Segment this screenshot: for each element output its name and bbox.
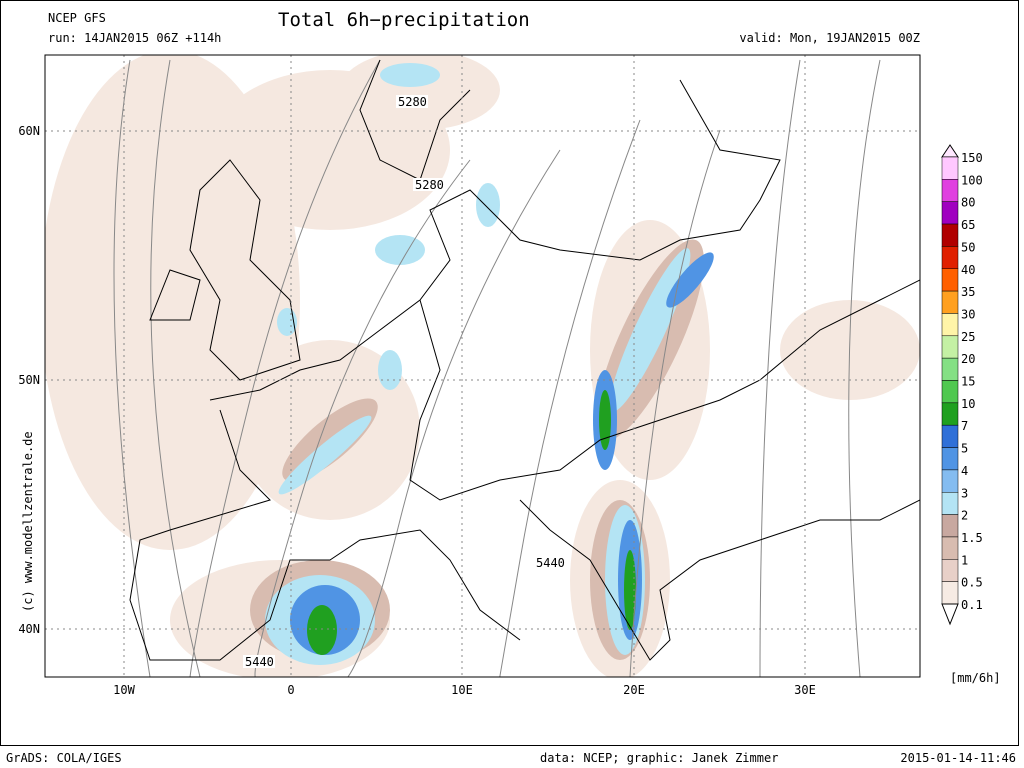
colorbar-box bbox=[941, 559, 959, 582]
colorbar-bottom bbox=[941, 603, 959, 626]
colorbar-box bbox=[941, 268, 959, 292]
colorbar-label: 30 bbox=[961, 307, 975, 321]
colorbar-label: 0.5 bbox=[961, 576, 983, 590]
colorbar-label: 2 bbox=[961, 509, 968, 523]
colorbar-top bbox=[941, 144, 959, 158]
map-area bbox=[44, 54, 921, 678]
colorbar-box bbox=[941, 201, 959, 225]
colorbar-label: 4 bbox=[961, 464, 968, 478]
colorbar-box bbox=[941, 223, 959, 247]
frame bbox=[0, 0, 1019, 746]
colorbar-box bbox=[941, 514, 959, 538]
colorbar-label: 20 bbox=[961, 352, 975, 366]
colorbar-box bbox=[941, 313, 959, 337]
colorbar-box bbox=[941, 536, 959, 560]
contour-label: 5280 bbox=[398, 95, 427, 109]
colorbar-box bbox=[941, 581, 959, 605]
colorbar-label: 1 bbox=[961, 553, 968, 567]
footer-credit: data: NCEP; graphic: Janek Zimmer bbox=[540, 751, 778, 765]
colorbar-unit: [mm/6h] bbox=[950, 671, 1001, 685]
colorbar-label: 80 bbox=[961, 196, 975, 210]
contour-label: 5440 bbox=[536, 556, 565, 570]
colorbar-box bbox=[941, 290, 959, 314]
contour-label-bg bbox=[534, 556, 566, 569]
contour-label-bg bbox=[396, 95, 428, 108]
colorbar-label: 35 bbox=[961, 285, 975, 299]
colorbar-label: 25 bbox=[961, 330, 975, 344]
contour-label: 5440 bbox=[245, 655, 274, 669]
colorbar-label: 1.5 bbox=[961, 531, 983, 545]
lat-label: 60N bbox=[18, 124, 40, 138]
colorbar-box bbox=[941, 447, 959, 471]
colorbar-box bbox=[941, 357, 959, 381]
colorbar-label: 100 bbox=[961, 173, 983, 187]
run-label: run: 14JAN2015 06Z +114h bbox=[48, 31, 221, 45]
colorbar-label: 0.1 bbox=[961, 598, 983, 612]
lat-label: 50N bbox=[18, 373, 40, 387]
colorbar-label: 40 bbox=[961, 263, 975, 277]
colorbar-box bbox=[941, 402, 959, 426]
contour-label-bg bbox=[413, 178, 445, 191]
lon-label: 0 bbox=[287, 683, 294, 697]
colorbar-box bbox=[941, 156, 959, 180]
valid-label: valid: Mon, 19JAN2015 00Z bbox=[739, 31, 920, 45]
colorbar-label: 65 bbox=[961, 218, 975, 232]
colorbar-box bbox=[941, 246, 959, 269]
colorbar-box bbox=[941, 492, 959, 515]
model-label: NCEP GFS bbox=[48, 11, 106, 25]
colorbar-label: 10 bbox=[961, 397, 975, 411]
colorbar-box bbox=[941, 179, 959, 202]
lon-label: 20E bbox=[623, 683, 645, 697]
colorbar-label: 5 bbox=[961, 442, 968, 456]
map-title: Total 6h−precipitation bbox=[278, 9, 530, 31]
lon-label: 10W bbox=[113, 683, 135, 697]
contour-label: 5280 bbox=[415, 178, 444, 192]
lat-label: 40N bbox=[18, 622, 40, 636]
colorbar-label: 7 bbox=[961, 419, 968, 433]
colorbar-box bbox=[941, 469, 959, 493]
lon-label: 10E bbox=[451, 683, 473, 697]
contour-label-bg bbox=[243, 655, 275, 668]
lon-label: 30E bbox=[794, 683, 816, 697]
colorbar-label: 50 bbox=[961, 240, 975, 254]
footer-left: GrADS: COLA/IGES bbox=[6, 751, 122, 765]
colorbar-box bbox=[941, 335, 959, 359]
copyright: (c) www.modellzentrale.de bbox=[21, 431, 35, 612]
colorbar-label: 15 bbox=[961, 375, 975, 389]
colorbar-box bbox=[941, 424, 959, 448]
colorbar-box bbox=[941, 380, 959, 404]
footer-date: 2015-01-14-11:46 bbox=[900, 751, 1016, 765]
colorbar-label: 3 bbox=[961, 486, 968, 500]
colorbar-label: 150 bbox=[961, 151, 983, 165]
